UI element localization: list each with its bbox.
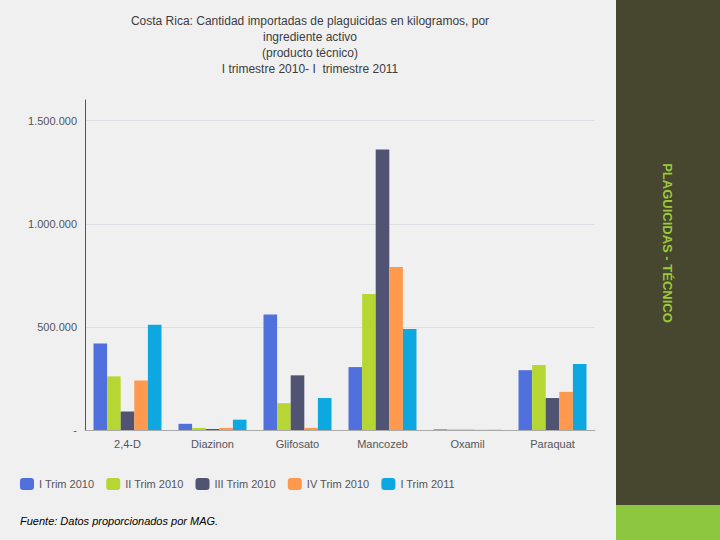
svg-text:1.000.000: 1.000.000: [28, 218, 77, 230]
svg-text:III Trim 2010: III Trim 2010: [214, 478, 275, 490]
svg-text:Oxamil: Oxamil: [450, 438, 484, 450]
svg-text:Paraquat: Paraquat: [530, 438, 575, 450]
svg-text:(producto técnico): (producto técnico): [262, 46, 358, 60]
svg-text:1.500.000: 1.500.000: [28, 115, 77, 127]
svg-text:Diazinon: Diazinon: [191, 438, 234, 450]
svg-text:Mancozeb: Mancozeb: [357, 438, 408, 450]
svg-text:I Trim 2011: I Trim 2011: [400, 478, 454, 490]
svg-text:II Trim 2010: II Trim 2010: [125, 478, 183, 490]
svg-text:500.000: 500.000: [37, 321, 77, 333]
svg-text:2,4-D: 2,4-D: [114, 438, 141, 450]
svg-text:I Trim 2010: I Trim 2010: [39, 478, 94, 490]
svg-text:Glifosato: Glifosato: [276, 438, 319, 450]
svg-text:Fuente: Datos proporcionados p: Fuente: Datos proporcionados por MAG.: [20, 515, 218, 527]
svg-text:Costa Rica: Cantidad importada: Costa Rica: Cantidad importadas de plagu…: [131, 14, 489, 28]
svg-text:-: -: [73, 424, 77, 436]
svg-text:PLAGUICIDAS - TÉCNICO: PLAGUICIDAS - TÉCNICO: [660, 163, 675, 323]
svg-text:I trimestre 2010- I trimestre: I trimestre 2010- I trimestre 2011: [222, 62, 399, 76]
svg-text:IV Trim 2010: IV Trim 2010: [307, 478, 369, 490]
svg-text:ingrediente activo: ingrediente activo: [263, 30, 357, 44]
